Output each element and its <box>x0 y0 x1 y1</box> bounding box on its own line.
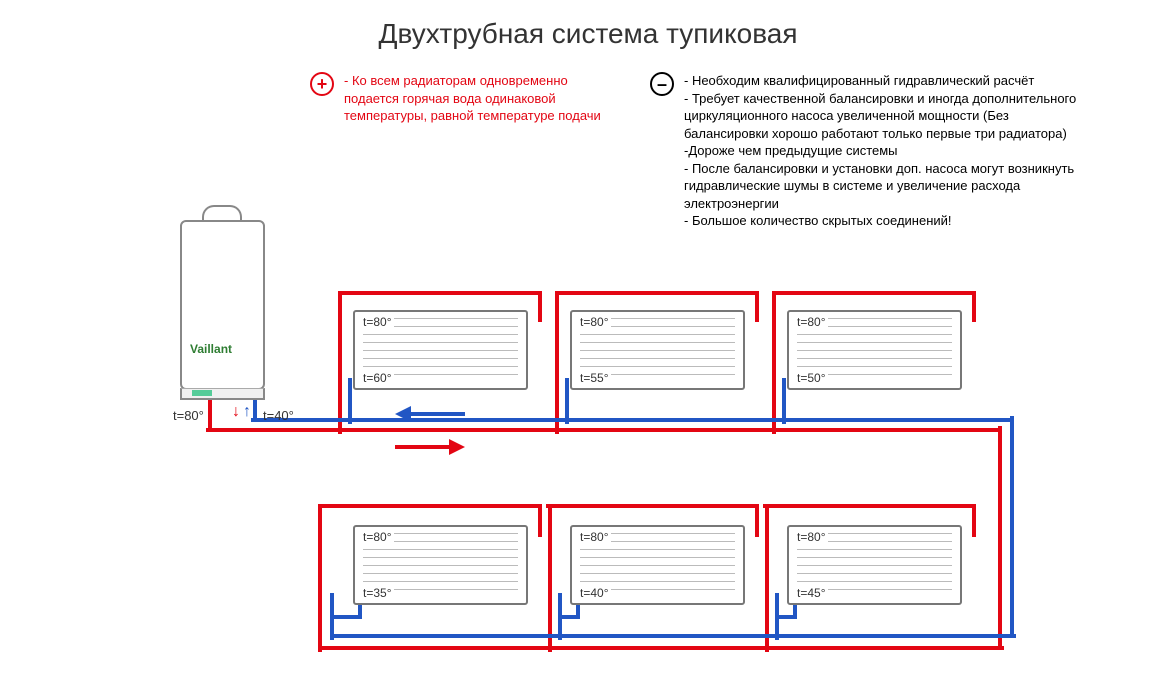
boiler-body: Vaillant <box>180 220 265 390</box>
radiator: t=80° t=35° <box>353 525 528 605</box>
boiler-supply-temp: t=80° <box>173 408 204 423</box>
heating-diagram: Vaillant t=80° t=40° ↓ ↑ t=80°t=60°t=80°… <box>0 0 1176 678</box>
radiator-temp-in: t=80° <box>578 315 611 329</box>
boiler-brand: Vaillant <box>190 342 232 356</box>
radiator-temp-in: t=80° <box>795 315 828 329</box>
radiator-temp-in: t=80° <box>361 530 394 544</box>
boiler-panel <box>180 388 265 400</box>
boiler-return-temp: t=40° <box>263 408 294 423</box>
radiator: t=80° t=40° <box>570 525 745 605</box>
radiator-temp-in: t=80° <box>795 530 828 544</box>
radiator-temp-out: t=50° <box>795 371 828 385</box>
radiator: t=80° t=55° <box>570 310 745 390</box>
radiator: t=80° t=60° <box>353 310 528 390</box>
return-flow-arrow-icon <box>395 409 465 419</box>
radiator-temp-in: t=80° <box>578 530 611 544</box>
arrow-up-icon: ↑ <box>243 403 251 421</box>
radiator: t=80° t=45° <box>787 525 962 605</box>
radiator-temp-out: t=45° <box>795 586 828 600</box>
radiator-temp-out: t=60° <box>361 371 394 385</box>
radiator-temp-in: t=80° <box>361 315 394 329</box>
radiator-temp-out: t=55° <box>578 371 611 385</box>
radiator-temp-out: t=40° <box>578 586 611 600</box>
arrow-down-icon: ↓ <box>232 403 240 421</box>
boiler-display <box>192 390 212 396</box>
supply-flow-arrow-icon <box>395 442 465 452</box>
radiator: t=80° t=50° <box>787 310 962 390</box>
boiler: Vaillant <box>180 205 265 400</box>
radiator-temp-out: t=35° <box>361 586 394 600</box>
